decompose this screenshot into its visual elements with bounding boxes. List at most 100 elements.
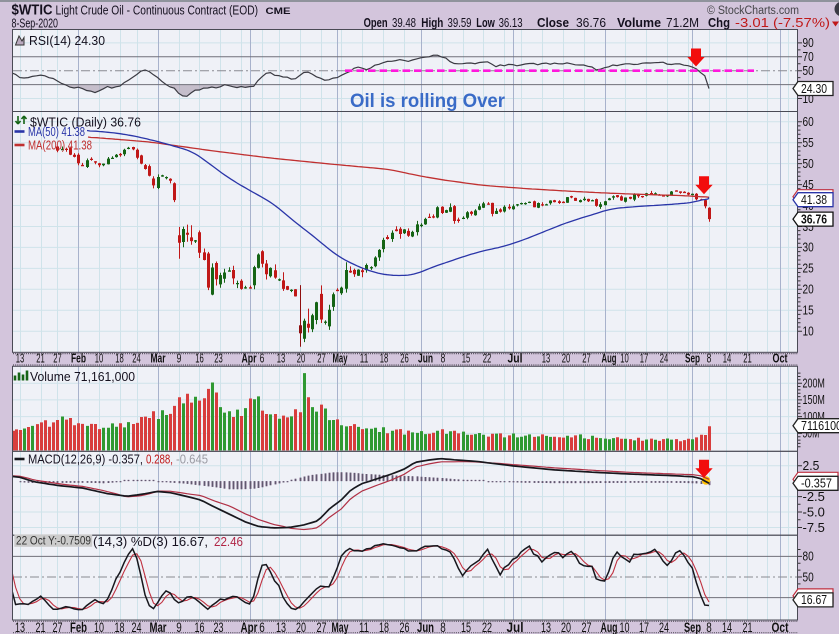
svg-text:16.67: 16.67 bbox=[801, 593, 827, 607]
svg-text:8-Sep-2020: 8-Sep-2020 bbox=[12, 17, 59, 31]
svg-text:39.48: 39.48 bbox=[392, 16, 416, 30]
svg-text:8: 8 bbox=[707, 352, 712, 366]
svg-text:36.13: 36.13 bbox=[499, 16, 523, 30]
svg-text:21: 21 bbox=[743, 352, 752, 366]
svg-text:10: 10 bbox=[620, 352, 629, 366]
svg-text:27: 27 bbox=[582, 352, 591, 366]
svg-text:18: 18 bbox=[380, 352, 389, 366]
svg-text:13: 13 bbox=[541, 620, 551, 634]
svg-text:30: 30 bbox=[803, 241, 814, 255]
svg-text:17: 17 bbox=[639, 620, 649, 634]
svg-text:13: 13 bbox=[277, 352, 286, 366]
svg-text:20: 20 bbox=[562, 352, 571, 366]
svg-text:22.46: 22.46 bbox=[214, 535, 243, 549]
svg-text:Open: Open bbox=[364, 16, 388, 30]
svg-text:6: 6 bbox=[259, 620, 265, 634]
svg-text:0.288,: 0.288, bbox=[146, 453, 173, 467]
svg-text:Mar: Mar bbox=[150, 620, 168, 634]
svg-text:-0.357: -0.357 bbox=[801, 477, 832, 491]
svg-text:13: 13 bbox=[15, 620, 25, 634]
svg-text:11: 11 bbox=[359, 620, 369, 634]
svg-text:-0.645: -0.645 bbox=[176, 453, 208, 467]
svg-text:10: 10 bbox=[803, 92, 814, 106]
svg-text:8: 8 bbox=[706, 620, 712, 634]
svg-text:2.5: 2.5 bbox=[803, 459, 820, 473]
svg-text:71.2M: 71.2M bbox=[666, 16, 699, 30]
svg-text:Sep: Sep bbox=[685, 352, 700, 366]
svg-text:RSI(14) 24.30: RSI(14) 24.30 bbox=[29, 34, 105, 48]
svg-text:MACD(12,26,9) -0.357,: MACD(12,26,9) -0.357, bbox=[28, 453, 143, 467]
svg-text:24: 24 bbox=[132, 620, 142, 634]
svg-text:(14,3) %D(3) 16.67,: (14,3) %D(3) 16.67, bbox=[93, 535, 208, 549]
svg-text:-5.0: -5.0 bbox=[803, 505, 825, 519]
svg-text:10: 10 bbox=[95, 352, 104, 366]
svg-text:13: 13 bbox=[542, 352, 551, 366]
svg-text:9: 9 bbox=[177, 352, 182, 366]
svg-text:26: 26 bbox=[400, 620, 410, 634]
svg-text:39.59: 39.59 bbox=[448, 16, 472, 30]
svg-text:May: May bbox=[332, 620, 349, 634]
svg-text:-7.5: -7.5 bbox=[803, 521, 825, 535]
svg-text:Aug: Aug bbox=[602, 352, 617, 366]
svg-text:80: 80 bbox=[803, 550, 814, 564]
svg-text:Apr: Apr bbox=[242, 352, 257, 366]
svg-text:Oct: Oct bbox=[772, 620, 789, 634]
svg-text:16: 16 bbox=[195, 620, 205, 634]
svg-text:Apr: Apr bbox=[241, 620, 259, 634]
svg-text:10: 10 bbox=[803, 325, 814, 339]
svg-text:27: 27 bbox=[317, 352, 326, 366]
svg-text:24.30: 24.30 bbox=[801, 82, 827, 96]
svg-text:25: 25 bbox=[803, 262, 814, 276]
svg-text:70: 70 bbox=[803, 50, 814, 64]
svg-text:55: 55 bbox=[803, 136, 814, 150]
svg-text:13: 13 bbox=[16, 352, 25, 366]
svg-text:May: May bbox=[333, 352, 348, 366]
svg-text:Low: Low bbox=[476, 16, 495, 30]
svg-text:27: 27 bbox=[53, 352, 62, 366]
svg-text:-3.01 (-7.57%): -3.01 (-7.57%) bbox=[735, 16, 830, 30]
svg-text:13: 13 bbox=[276, 620, 286, 634]
svg-text:23: 23 bbox=[214, 620, 224, 634]
svg-text:27: 27 bbox=[317, 620, 327, 634]
svg-text:MA(200) 41.38: MA(200) 41.38 bbox=[28, 139, 92, 153]
svg-text:45: 45 bbox=[803, 178, 814, 192]
svg-text:Light Crude Oil - Continuous C: Light Crude Oil - Continuous Contract (E… bbox=[56, 4, 259, 18]
svg-text:50: 50 bbox=[803, 157, 814, 171]
svg-text:20: 20 bbox=[561, 620, 571, 634]
svg-text:Jul: Jul bbox=[507, 620, 524, 634]
svg-text:CME: CME bbox=[266, 6, 291, 17]
svg-text:$WTIC: $WTIC bbox=[12, 3, 53, 19]
svg-text:23: 23 bbox=[214, 352, 223, 366]
svg-text:Close: Close bbox=[537, 16, 569, 30]
svg-text:36.76: 36.76 bbox=[801, 212, 827, 226]
svg-text:24: 24 bbox=[659, 620, 669, 634]
svg-text:21: 21 bbox=[36, 620, 46, 634]
svg-text:36.76: 36.76 bbox=[576, 16, 606, 30]
svg-text:Volume 71,161,000: Volume 71,161,000 bbox=[30, 370, 135, 384]
svg-text:10: 10 bbox=[620, 620, 630, 634]
svg-text:50: 50 bbox=[803, 64, 814, 78]
svg-text:71161000: 71161000 bbox=[801, 419, 839, 433]
svg-text:200M: 200M bbox=[803, 377, 825, 391]
svg-text:18: 18 bbox=[115, 620, 125, 634]
svg-text:22 Oct Y:-0.7509: 22 Oct Y:-0.7509 bbox=[16, 536, 91, 548]
svg-text:16: 16 bbox=[195, 352, 204, 366]
svg-text:Volume: Volume bbox=[617, 16, 661, 30]
svg-text:50: 50 bbox=[803, 570, 814, 584]
svg-text:24: 24 bbox=[132, 352, 141, 366]
svg-text:15: 15 bbox=[803, 304, 814, 318]
svg-text:Oil is rolling Over: Oil is rolling Over bbox=[350, 91, 506, 112]
svg-text:14: 14 bbox=[723, 352, 732, 366]
svg-text:Feb: Feb bbox=[70, 620, 87, 634]
svg-text:14: 14 bbox=[722, 620, 732, 634]
svg-text:-2.5: -2.5 bbox=[803, 490, 825, 504]
svg-text:20: 20 bbox=[803, 283, 814, 297]
svg-text:150M: 150M bbox=[803, 393, 825, 407]
svg-text:26: 26 bbox=[400, 352, 409, 366]
svg-text:20: 20 bbox=[296, 620, 306, 634]
svg-text:Oct: Oct bbox=[773, 352, 789, 366]
svg-text:18: 18 bbox=[115, 352, 124, 366]
svg-text:21: 21 bbox=[36, 352, 45, 366]
svg-text:18: 18 bbox=[379, 620, 389, 634]
svg-text:22: 22 bbox=[482, 620, 492, 634]
